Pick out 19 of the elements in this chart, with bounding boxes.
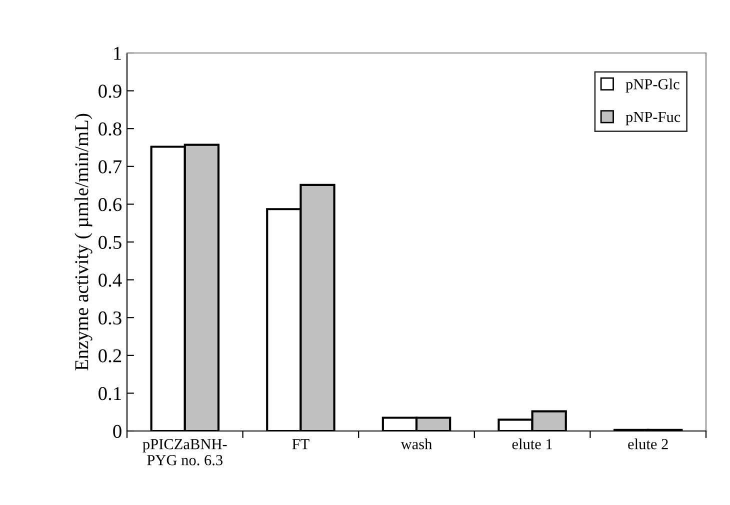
y-tick-label: 0.2	[98, 349, 122, 362]
x-tick-label: wash	[400, 438, 432, 450]
y-axis-title: Enzyme activity ( µmle/min/mL)	[74, 114, 92, 370]
y-tick-label: 0.7	[98, 160, 122, 174]
y-tick-label: 0.1	[98, 387, 121, 400]
y-tick-label: 0.5	[98, 236, 122, 250]
y-tick-label: 0.3	[98, 311, 122, 325]
y-tick-label: 0	[113, 424, 122, 438]
x-tick-label: elute 1	[512, 438, 552, 450]
legend-label: pNP-Fuc	[626, 112, 680, 126]
y-tick-label: 0.8	[98, 122, 122, 136]
legend-label: pNP-Glc	[626, 78, 680, 92]
y-tick-label: 1	[114, 46, 121, 60]
y-tick-label: 0.4	[98, 274, 122, 287]
y-tick-label: 0.9	[98, 84, 122, 98]
y-tick-label: 0.6	[98, 198, 122, 212]
x-tick-label: FT	[292, 439, 310, 450]
x-tick-label: elute 2	[628, 438, 668, 450]
x-tick-label: pPICZaBNH- PYG no. 6.3	[142, 439, 227, 466]
